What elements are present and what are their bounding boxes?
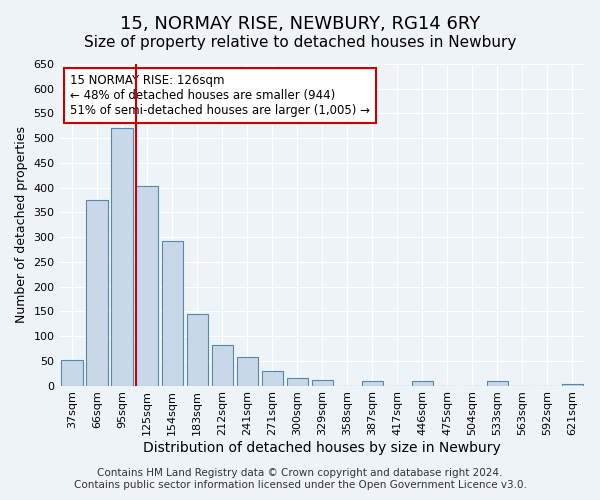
Bar	[236, 358, 258, 386]
Bar	[262, 370, 283, 386]
Bar	[187, 314, 208, 386]
Text: Size of property relative to detached houses in Newbury: Size of property relative to detached ho…	[84, 35, 516, 50]
X-axis label: Distribution of detached houses by size in Newbury: Distribution of detached houses by size …	[143, 441, 501, 455]
Bar	[112, 128, 133, 386]
Text: 15 NORMAY RISE: 126sqm
← 48% of detached houses are smaller (944)
51% of semi-de: 15 NORMAY RISE: 126sqm ← 48% of detached…	[70, 74, 370, 116]
Bar	[212, 344, 233, 386]
Bar	[61, 360, 83, 386]
Bar	[362, 380, 383, 386]
Bar	[487, 380, 508, 386]
Bar	[287, 378, 308, 386]
Text: Contains HM Land Registry data © Crown copyright and database right 2024.
Contai: Contains HM Land Registry data © Crown c…	[74, 468, 526, 490]
Bar	[311, 380, 333, 386]
Bar	[412, 380, 433, 386]
Bar	[86, 200, 108, 386]
Text: 15, NORMAY RISE, NEWBURY, RG14 6RY: 15, NORMAY RISE, NEWBURY, RG14 6RY	[120, 15, 480, 33]
Y-axis label: Number of detached properties: Number of detached properties	[15, 126, 28, 324]
Bar	[136, 186, 158, 386]
Bar	[562, 384, 583, 386]
Bar	[161, 240, 183, 386]
